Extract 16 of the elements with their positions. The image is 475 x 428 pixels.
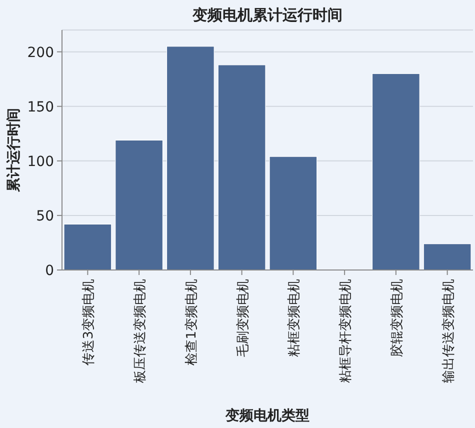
x-tick-label: 毛刷变频电机 [236, 279, 251, 357]
x-tick-label: 输出传送变频电机 [441, 279, 456, 383]
x-tick-label: 检查1变频电机 [184, 279, 200, 366]
x-tick-label: 粘框变频电机 [287, 279, 302, 357]
x-tick-label: 板压传送变频电机 [133, 279, 148, 384]
x-tick-label: 胶辊变频电机 [390, 279, 405, 357]
y-tick-label: 50 [36, 208, 54, 224]
y-tick-label: 100 [27, 154, 54, 170]
y-tick-label: 150 [27, 99, 54, 116]
y-tick-label: 200 [27, 44, 54, 61]
y-axis-title: 累计运行时间 [6, 108, 22, 193]
x-tick-label: 粘框导杆变频电机 [338, 279, 354, 383]
x-tick-label: 传送3变频电机 [82, 279, 97, 366]
x-axis-title: 变频电机类型 [224, 407, 310, 424]
chart-title: 变频电机累计运行时间 [192, 6, 342, 24]
y-tick-label: 0 [45, 263, 54, 279]
